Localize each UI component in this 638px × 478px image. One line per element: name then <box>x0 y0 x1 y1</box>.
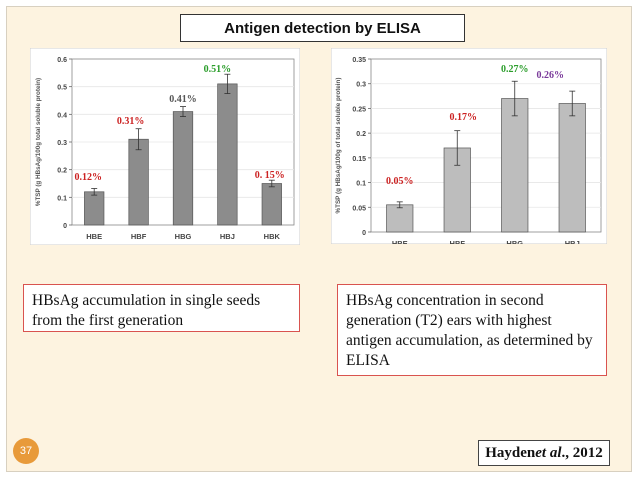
data-label: 0.17% <box>450 112 478 123</box>
bar-hbj <box>217 83 238 226</box>
chart-first-generation: 0 0.1 0.2 0.3 0.4 0.5 0.6 %TSP (g HBsAg/100g to… <box>30 48 300 245</box>
x-tick-label: HBG <box>175 232 192 241</box>
data-label: 0.51% <box>204 64 232 75</box>
citation: Hayden et al., 2012 <box>478 440 610 466</box>
bar-hbg <box>172 111 194 226</box>
citation-author: Hayden <box>485 444 536 461</box>
x-tick-label: HBK <box>264 232 281 241</box>
y-axis-label: %TSP (g HBsAg/100g total soluble protein… <box>35 78 42 206</box>
y-tick-label: 0.2 <box>57 168 67 175</box>
x-tick-label: HBJ <box>565 239 580 244</box>
x-tick-label: HBE <box>86 232 102 241</box>
y-tick-label: 0 <box>362 230 366 237</box>
x-tick-label: HBE <box>392 239 408 244</box>
chart-first-generation-svg: 0 0.1 0.2 0.3 0.4 0.5 0.6 %TSP (g HBsAg/100g to… <box>30 48 300 245</box>
y-tick-label: 0.25 <box>352 106 366 113</box>
data-label: 0.27% <box>501 64 529 75</box>
x-tick-label: HBF <box>131 232 147 241</box>
x-tick-label: HBF <box>450 239 466 244</box>
bar-hbk <box>261 183 282 226</box>
x-tick-label: HBG <box>506 239 523 244</box>
bar-hbe <box>386 204 414 233</box>
bar-hbg <box>501 98 529 233</box>
y-tick-label: 0.3 <box>356 82 366 89</box>
slide-title: Antigen detection by ELISA <box>180 14 465 42</box>
y-tick-label: 0.15 <box>352 156 366 163</box>
x-tick-label: HBJ <box>220 232 235 241</box>
y-tick-label: 0 <box>63 223 67 230</box>
y-tick-label: 0.1 <box>356 181 366 188</box>
bar-hbe <box>84 191 105 226</box>
data-label: 0. 15% <box>255 170 285 181</box>
y-tick-label: 0.3 <box>57 140 67 147</box>
data-label: 0.05% <box>386 176 414 187</box>
chart-second-generation: 0 0.05 0.1 0.15 0.2 0.25 0.3 0.35 %TSP (g HBsAg/… <box>331 48 607 244</box>
y-tick-label: 0.35 <box>352 57 366 64</box>
y-axis-label: %TSP (g HBsAg/100g of total soluble prot… <box>335 78 342 214</box>
data-label: 0.41% <box>169 94 197 105</box>
y-tick-label: 0.1 <box>57 195 67 202</box>
y-tick-label: 0.2 <box>356 131 366 138</box>
y-tick-label: 0.4 <box>57 112 67 119</box>
chart-second-generation-svg: 0 0.05 0.1 0.15 0.2 0.25 0.3 0.35 %TSP (g HBsAg/… <box>331 48 607 244</box>
citation-etal: et al <box>535 444 562 461</box>
slide-number: 37 <box>13 438 39 464</box>
caption-first-generation: HBsAg accumulation in single seeds from … <box>23 284 300 332</box>
y-tick-label: 0.5 <box>57 85 67 92</box>
data-label: 0.31% <box>117 116 145 127</box>
data-label: 0.26% <box>537 70 565 81</box>
bar-hbj <box>558 103 586 233</box>
y-tick-label: 0.6 <box>57 57 67 64</box>
citation-year: ., 2012 <box>561 444 603 461</box>
data-label: 0.12% <box>74 172 102 183</box>
bar-hbf <box>128 138 149 226</box>
y-tick-label: 0.05 <box>352 205 366 212</box>
caption-second-generation: HBsAg concentration in second generation… <box>337 284 607 376</box>
